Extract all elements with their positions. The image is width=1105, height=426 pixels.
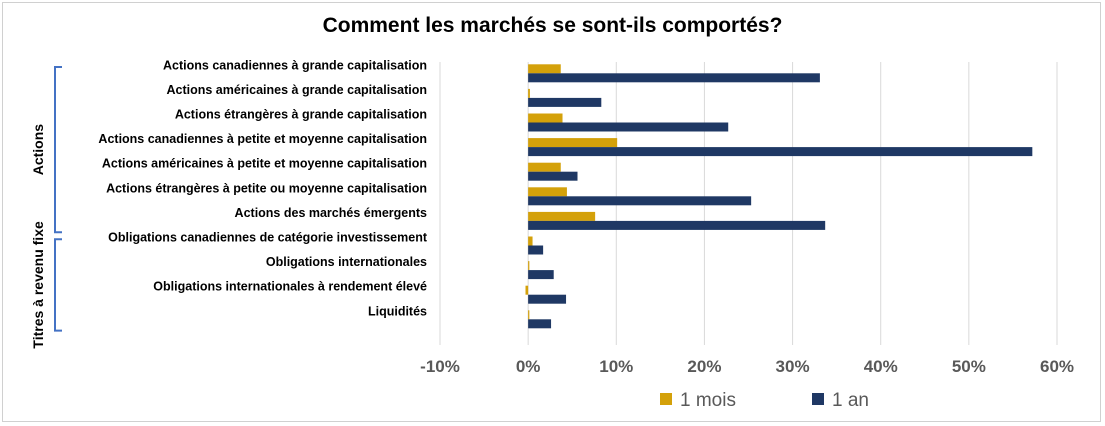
category-label: Actions américaines à petite et moyenne … [102, 157, 427, 171]
legend-swatch [660, 393, 672, 405]
bar-1-mois [528, 88, 530, 98]
bar-1-an [528, 97, 602, 107]
bar-1-mois [528, 187, 567, 197]
x-tick-label: 20% [687, 357, 721, 376]
category-label: Liquidités [368, 304, 427, 318]
category-label: Actions étrangères à petite ou moyenne c… [106, 181, 427, 195]
x-tick-label: 40% [864, 357, 898, 376]
category-label: Actions américaines à grande capitalisat… [166, 83, 427, 97]
category-label: Actions des marchés émergents [235, 206, 427, 220]
category-label: Obligations internationales à rendement … [153, 280, 427, 294]
x-tick-label: -10% [420, 357, 460, 376]
category-label: Actions canadiennes à petite et moyenne … [98, 132, 427, 146]
bar-1-mois [528, 64, 561, 74]
bar-1-an [528, 171, 578, 181]
x-tick-label: 60% [1040, 357, 1074, 376]
category-label: Actions canadiennes à grande capitalisat… [163, 58, 427, 72]
x-tick-label: 0% [516, 357, 541, 376]
bar-1-an [528, 245, 544, 255]
bar-1-mois [528, 310, 530, 320]
bar-1-an [528, 270, 554, 280]
x-tick-label: 50% [952, 357, 986, 376]
bar-1-an [528, 196, 752, 206]
bar-1-mois [525, 285, 529, 295]
bar-1-mois [528, 211, 596, 221]
bar-1-an [528, 122, 729, 132]
bar-1-an [528, 319, 552, 329]
legend-label: 1 an [832, 390, 869, 411]
bar-1-an [528, 73, 820, 83]
legend-swatch [812, 393, 824, 405]
category-label: Obligations internationales [266, 255, 427, 269]
bar-1-an [528, 220, 826, 230]
bar-1-an [528, 294, 567, 304]
category-label: Actions étrangères à grande capitalisati… [175, 108, 427, 122]
category-label: Obligations canadiennes de catégorie inv… [108, 231, 428, 245]
chart-title: Comment les marchés se sont-ils comporté… [322, 14, 783, 37]
bar-1-mois [528, 162, 561, 172]
bar-1-an [528, 147, 1033, 157]
x-tick-label: 10% [599, 357, 633, 376]
legend-label: 1 mois [680, 390, 736, 411]
group-label: Actions [30, 124, 46, 176]
group-label: Titres à revenu fixe [30, 221, 46, 349]
bar-1-mois [528, 113, 563, 123]
bar-1-mois [528, 138, 618, 148]
group-bracket [54, 238, 62, 332]
bar-1-mois [528, 261, 530, 271]
x-tick-label: 30% [776, 357, 810, 376]
bar-1-mois [528, 236, 533, 246]
group-bracket [54, 66, 62, 234]
